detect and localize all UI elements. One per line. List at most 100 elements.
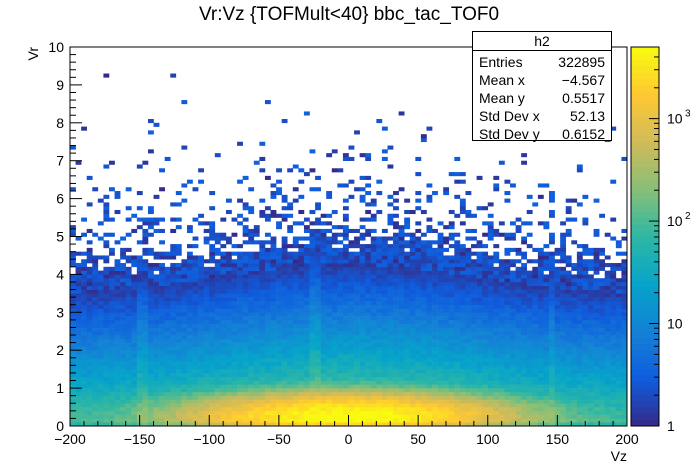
heatmap-cell: [97, 403, 104, 408]
heatmap-cell: [515, 285, 522, 290]
heatmap-cell: [75, 281, 82, 287]
heatmap-cell: [493, 391, 500, 396]
heatmap-cell: [253, 255, 260, 260]
heatmap-cell: [153, 293, 160, 298]
heatmap-cell: [526, 308, 533, 313]
heatmap-cell: [103, 232, 110, 237]
heatmap-cell: [593, 422, 600, 427]
heatmap-cell: [588, 335, 594, 340]
heatmap-cell: [342, 228, 349, 234]
heatmap-cell: [337, 388, 344, 393]
heatmap-cell: [320, 270, 327, 275]
heatmap-cell: [571, 293, 578, 298]
heatmap-cell: [175, 376, 182, 381]
heatmap-cell: [376, 380, 383, 385]
heatmap-cell: [471, 327, 477, 332]
heatmap-cell: [259, 278, 266, 283]
heatmap-cell: [164, 388, 171, 393]
heatmap-cell: [599, 422, 606, 427]
heatmap-cell: [264, 206, 271, 211]
heatmap-cell: [543, 274, 550, 279]
heatmap-cell: [549, 410, 555, 415]
heatmap-cell: [131, 418, 138, 423]
heatmap-cell: [292, 350, 299, 355]
heatmap-cell: [599, 331, 606, 336]
heatmap-cell: [225, 312, 232, 317]
heatmap-cell: [237, 300, 243, 306]
heatmap-cell: [365, 414, 372, 419]
heatmap-cell: [186, 410, 193, 415]
heatmap-cell: [108, 376, 115, 381]
heatmap-cell: [387, 247, 394, 252]
heatmap-cell: [337, 266, 344, 271]
heatmap-cell: [97, 369, 104, 374]
heatmap-cell: [114, 327, 121, 332]
heatmap-cell: [103, 266, 110, 271]
heatmap-cell: [610, 407, 617, 412]
heatmap-cell: [532, 338, 539, 343]
heatmap-cell: [487, 365, 494, 370]
heatmap-cell: [175, 244, 182, 249]
heatmap-cell: [365, 422, 372, 427]
heatmap-cell: [108, 293, 115, 298]
heatmap-cell: [610, 388, 617, 393]
heatmap-cell: [309, 285, 316, 290]
heatmap-cell: [437, 281, 444, 287]
heatmap-cell: [298, 281, 305, 287]
heatmap-cell: [588, 316, 594, 321]
heatmap-cell: [348, 289, 355, 294]
heatmap-cell: [398, 251, 405, 256]
heatmap-cell: [175, 369, 182, 374]
heatmap-cell: [588, 247, 594, 252]
heatmap-cell: [170, 308, 177, 313]
heatmap-cell: [153, 376, 160, 381]
heatmap-cell: [225, 308, 232, 313]
heatmap-cell: [337, 297, 344, 302]
heatmap-cell: [248, 342, 255, 347]
heatmap-cell: [142, 369, 149, 374]
heatmap-cell: [610, 380, 617, 385]
heatmap-cell: [354, 259, 360, 264]
heatmap-cell: [315, 353, 321, 359]
heatmap-cell: [181, 293, 188, 298]
heatmap-cell: [248, 316, 255, 321]
heatmap-cell: [125, 369, 132, 374]
heatmap-cell: [376, 209, 383, 215]
heatmap-cell: [454, 323, 461, 328]
heatmap-cell: [465, 247, 472, 252]
heatmap-cell: [97, 331, 104, 336]
heatmap-cell: [515, 338, 522, 343]
heatmap-cell: [315, 323, 321, 328]
heatmap-cell: [331, 308, 338, 313]
heatmap-cell: [270, 240, 277, 245]
heatmap-cell: [97, 410, 104, 415]
heatmap-cell: [281, 399, 288, 404]
heatmap-cell: [576, 365, 583, 370]
heatmap-cell: [465, 304, 472, 309]
heatmap-cell: [298, 365, 305, 370]
heatmap-cell: [532, 399, 539, 404]
heatmap-cell: [604, 376, 611, 381]
heatmap-cell: [348, 407, 355, 412]
heatmap-cell: [549, 236, 555, 241]
heatmap-cell: [465, 338, 472, 343]
heatmap-cell: [70, 388, 76, 393]
heatmap-cell: [81, 391, 88, 396]
heatmap-cell: [142, 281, 149, 287]
heatmap-cell: [610, 350, 617, 355]
heatmap-cell: [75, 293, 82, 298]
heatmap-cell: [465, 191, 472, 196]
heatmap-cell: [437, 297, 444, 302]
heatmap-cell: [81, 251, 88, 256]
heatmap-cell: [576, 319, 583, 324]
heatmap-cell: [582, 357, 589, 362]
heatmap-cell: [482, 403, 489, 408]
heatmap-cell: [409, 251, 416, 256]
heatmap-cell: [326, 399, 333, 404]
heatmap-cell: [443, 357, 450, 362]
heatmap-cell: [493, 372, 500, 378]
heatmap-cell: [253, 338, 260, 343]
heatmap-cell: [543, 399, 550, 404]
heatmap-cell: [292, 297, 299, 302]
heatmap-cell: [409, 247, 416, 252]
